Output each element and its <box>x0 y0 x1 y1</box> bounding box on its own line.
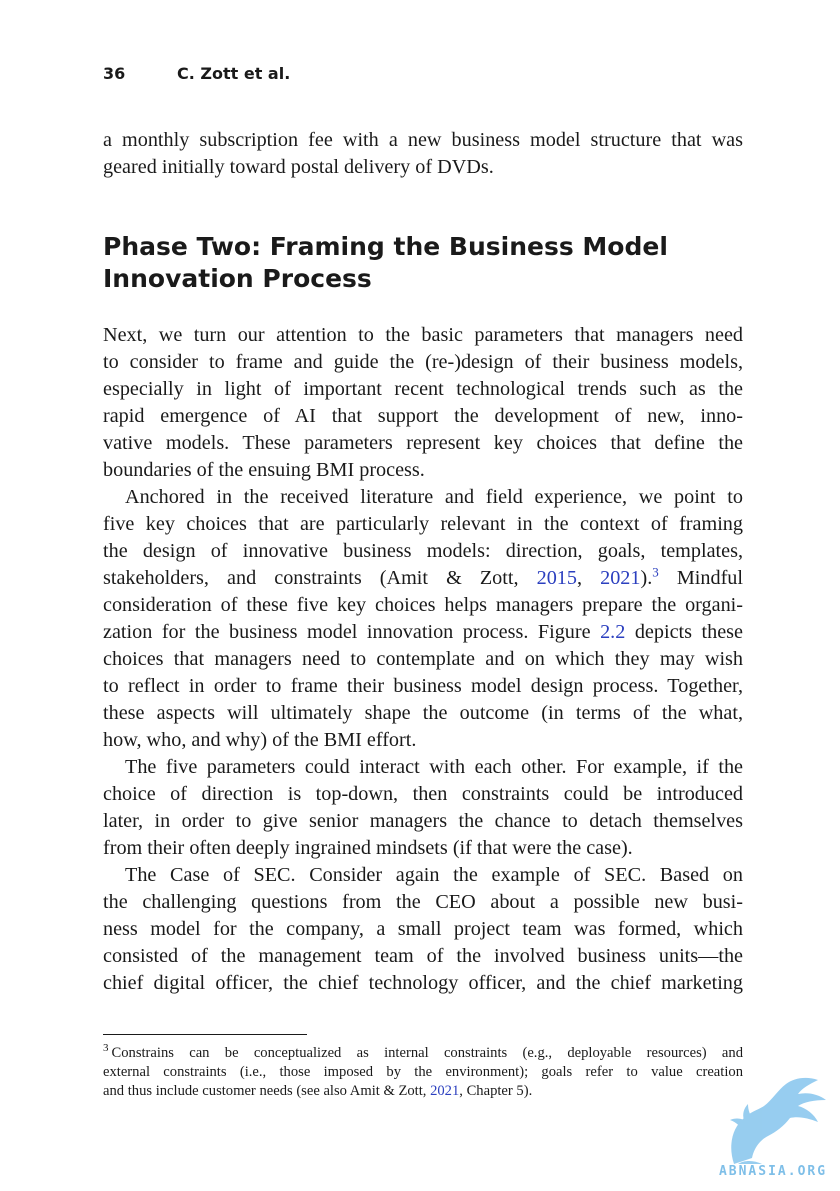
text-line: these aspects will ultimately shape the … <box>103 702 743 724</box>
running-header: 36 C. Zott et al. <box>103 64 290 83</box>
watermark: ABNASIA.ORG <box>706 1076 840 1191</box>
text-line: ness model for the company, a small proj… <box>103 918 743 940</box>
text-line: stakeholders, and constraints (Amit & Zo… <box>103 565 743 592</box>
paragraph-1: Next, we turn our attention to the basic… <box>103 322 743 484</box>
footnote-line: and thus include customer needs (see als… <box>103 1082 743 1101</box>
text-segment: depicts these <box>625 621 743 643</box>
text-line: The Case of SEC. Consider again the exam… <box>125 864 743 886</box>
footnote-line: external constraints (i.e., those impose… <box>103 1064 743 1080</box>
text-line: later, in order to give senior managers … <box>103 810 743 832</box>
citation-link-2015[interactable]: 2015 <box>536 567 577 589</box>
text-line: rapid emergence of AI that support the d… <box>103 405 743 427</box>
section-heading-line: Innovation Process <box>103 264 372 293</box>
text-line: zation for the business model innovation… <box>103 619 743 646</box>
text-segment: stakeholders, and constraints (Amit & Zo… <box>103 567 537 589</box>
footnote-citation-link[interactable]: 2021 <box>430 1083 460 1099</box>
text-segment: , <box>576 567 601 589</box>
text-segment: and thus include customer needs (see als… <box>103 1083 431 1099</box>
section-heading: Phase Two: Framing the Business Model In… <box>103 231 743 295</box>
text-segment: , Chapter 5). <box>459 1083 533 1099</box>
footnote: 3 Constrains can be conceptualized as int… <box>103 1042 744 1101</box>
running-header-authors: C. Zott et al. <box>177 64 291 83</box>
text-segment: zation for the business model innovation… <box>103 621 601 643</box>
text-line: a monthly subscription fee with a new bu… <box>103 129 743 151</box>
text-line: the design of innovative business models… <box>103 540 743 562</box>
paragraph-2: Anchored in the received literature and … <box>103 484 743 754</box>
footnote-divider <box>103 1034 307 1035</box>
intro-paragraph: a monthly subscription fee with a new bu… <box>103 127 743 181</box>
text-line: boundaries of the ensuing BMI process. <box>103 459 425 481</box>
text-line: how, who, and why) of the BMI effort. <box>103 729 417 751</box>
text-line: geared initially toward postal delivery … <box>103 156 494 178</box>
footnote-mark: 3 <box>103 1042 109 1055</box>
text-line: choices that managers need to contemplat… <box>103 648 743 670</box>
text-line: Anchored in the received literature and … <box>125 486 743 508</box>
figure-link[interactable]: 2.2 <box>600 621 626 643</box>
text-line: the challenging questions from the CEO a… <box>103 891 743 913</box>
text-segment: ). <box>640 567 653 589</box>
text-line: to reflect in order to frame their busin… <box>103 675 743 697</box>
text-line: from their often deeply ingrained mindse… <box>103 837 633 859</box>
text-line: Next, we turn our attention to the basic… <box>103 324 743 346</box>
paragraph-4: The Case of SEC. Consider again the exam… <box>103 862 743 997</box>
watermark-text: ABNASIA.ORG <box>718 1164 828 1179</box>
text-line: consideration of these five key choices … <box>103 594 743 616</box>
text-line: The five parameters could interact with … <box>125 756 743 778</box>
text-line: choice of direction is top-down, then co… <box>103 783 743 805</box>
text-line: to consider to frame and guide the (re-)… <box>103 351 743 373</box>
citation-link-2021[interactable]: 2021 <box>600 567 641 589</box>
text-line: consisted of the management team of the … <box>103 945 743 967</box>
paragraph-3: The five parameters could interact with … <box>103 754 743 862</box>
text-line: chief digital officer, the chief technol… <box>103 972 743 994</box>
text-segment: Constrains can be conceptualized as inte… <box>111 1045 744 1061</box>
text-line: especially in light of important recent … <box>103 378 743 400</box>
text-line: five key choices that are particularly r… <box>103 513 743 535</box>
section-heading-line: Phase Two: Framing the Business Model <box>103 232 668 261</box>
page-number: 36 <box>103 64 126 83</box>
footnote-reference[interactable]: 3 <box>652 564 659 580</box>
text-segment: Mindful <box>658 567 744 589</box>
footnote-line: 3 Constrains can be conceptualized as int… <box>103 1042 744 1063</box>
griffin-logo-icon <box>730 1077 826 1164</box>
text-line: vative models. These parameters represen… <box>103 432 743 454</box>
